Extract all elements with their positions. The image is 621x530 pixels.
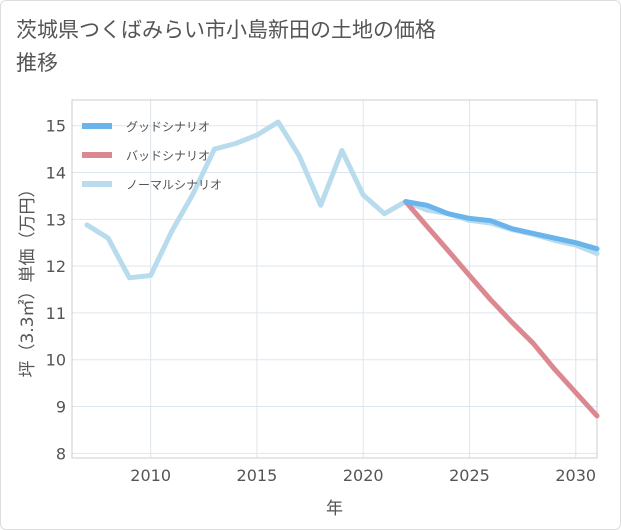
x-tick-label: 2010	[130, 466, 171, 485]
y-axis: 8 9 10 11 12 13 14 15	[46, 117, 66, 464]
y-tick-label: 12	[46, 257, 66, 276]
y-tick-label: 13	[46, 210, 66, 229]
series-lines	[84, 119, 600, 419]
y-axis-title: 坪（3.3㎡）単価（万円）	[18, 180, 38, 377]
x-axis-title: 年	[326, 499, 343, 519]
y-tick-label: 14	[46, 164, 66, 183]
y-tick-label: 11	[46, 304, 66, 323]
y-tick-label: 8	[56, 444, 66, 463]
y-tick-label: 15	[46, 117, 66, 136]
x-tick-label: 2015	[237, 466, 278, 485]
y-tick-label: 10	[46, 351, 66, 370]
chart-title: 茨城県つくばみらい市小島新田の土地の価格推移	[16, 18, 436, 75]
x-tick-label: 2025	[449, 466, 490, 485]
legend-label: ノーマルシナリオ	[126, 178, 222, 192]
series-line-1	[403, 199, 600, 419]
series-line-0	[403, 199, 600, 252]
x-tick-label: 2030	[555, 466, 596, 485]
legend-label: バッドシナリオ	[126, 149, 210, 163]
x-axis: 2010 2015 2020 2025 2030	[130, 466, 596, 485]
legend-label: グッドシナリオ	[126, 120, 210, 134]
plot-border	[71, 99, 598, 459]
y-tick-label: 9	[56, 398, 66, 417]
x-tick-label: 2020	[343, 466, 384, 485]
series-line-2	[84, 119, 600, 281]
